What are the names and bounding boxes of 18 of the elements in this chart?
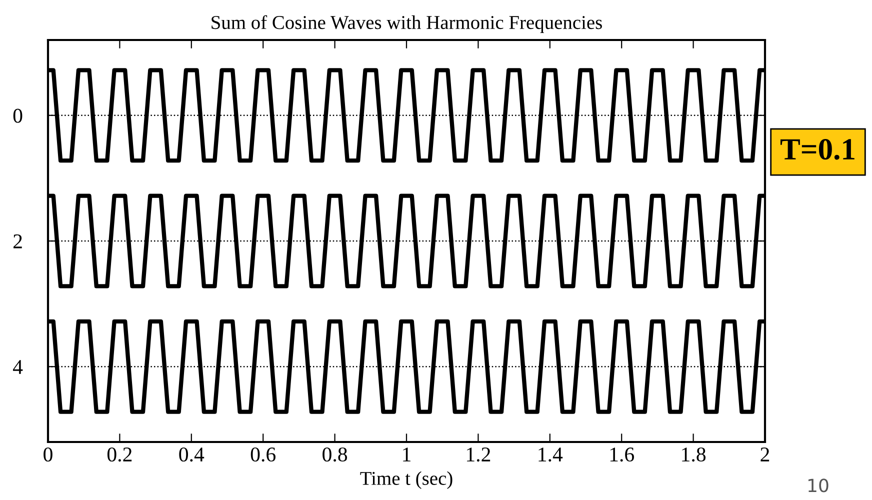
x-tick-label: 0.2 xyxy=(107,447,132,462)
x-tick-label: 0 xyxy=(44,447,52,462)
x-tick-label: 1.4 xyxy=(538,448,563,462)
x-axis-title: Time t (sec) xyxy=(360,471,452,489)
x-tick-label: 1 xyxy=(403,448,410,462)
x-tick-label: 1.6 xyxy=(610,448,634,462)
y-tick-label: 2 xyxy=(14,234,22,248)
x-tick-label: 0.8 xyxy=(322,447,348,462)
text: 10 xyxy=(808,478,828,492)
x-tick-label: 0.6 xyxy=(250,447,276,462)
chart-title: Sum of Cosine Waves with Harmonic Frequencies xyxy=(212,15,602,34)
x-tick-label: 1.2 xyxy=(467,448,490,462)
x-tick-label: 2 xyxy=(760,448,770,462)
y-tick-label: 0 xyxy=(13,108,22,123)
y-tick-label: 4 xyxy=(12,360,23,374)
x-tick-label: 1.8 xyxy=(682,447,706,462)
x-tick-label: 0.4 xyxy=(179,447,204,462)
text: T=0.1 xyxy=(780,139,854,160)
